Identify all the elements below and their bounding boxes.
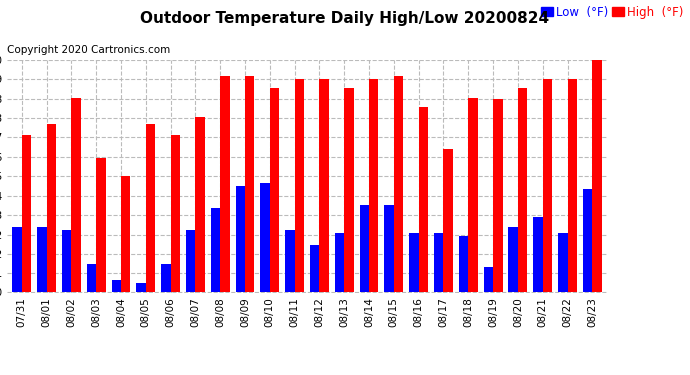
Bar <box>112 280 121 292</box>
Text: Outdoor Temperature Daily High/Low 20200824: Outdoor Temperature Daily High/Low 20200… <box>141 11 549 26</box>
Bar <box>567 79 577 292</box>
Bar <box>319 79 329 292</box>
Bar <box>87 264 96 292</box>
Bar <box>444 149 453 292</box>
Bar <box>22 135 31 292</box>
Bar <box>394 76 403 292</box>
Bar <box>344 88 354 292</box>
Bar <box>245 76 255 292</box>
Bar <box>335 233 344 292</box>
Bar <box>12 226 22 292</box>
Bar <box>310 245 319 292</box>
Bar <box>484 267 493 292</box>
Bar <box>295 79 304 292</box>
Bar <box>235 186 245 292</box>
Bar <box>186 230 195 292</box>
Bar <box>220 76 230 292</box>
Bar <box>583 189 592 292</box>
Bar <box>285 230 295 292</box>
Bar <box>409 233 419 292</box>
Bar <box>47 124 56 292</box>
Bar <box>493 99 502 292</box>
Bar <box>543 79 552 292</box>
Bar <box>592 60 602 292</box>
Bar <box>260 183 270 292</box>
Bar <box>62 230 71 292</box>
Bar <box>121 176 130 292</box>
Bar <box>509 226 518 292</box>
Bar <box>270 88 279 292</box>
Bar <box>459 236 469 292</box>
Text: Copyright 2020 Cartronics.com: Copyright 2020 Cartronics.com <box>7 45 170 55</box>
Bar <box>518 88 527 292</box>
Bar <box>211 208 220 292</box>
Bar <box>170 135 180 292</box>
Bar <box>533 217 543 292</box>
Bar <box>71 98 81 292</box>
Legend: Low  (°F), High  (°F): Low (°F), High (°F) <box>536 1 689 23</box>
Bar <box>137 283 146 292</box>
Bar <box>419 107 428 292</box>
Bar <box>369 79 379 292</box>
Bar <box>96 158 106 292</box>
Bar <box>434 233 444 292</box>
Bar <box>558 233 567 292</box>
Bar <box>146 124 155 292</box>
Bar <box>359 204 369 292</box>
Bar <box>161 264 170 292</box>
Bar <box>37 226 47 292</box>
Bar <box>195 117 205 292</box>
Bar <box>469 98 477 292</box>
Bar <box>384 204 394 292</box>
